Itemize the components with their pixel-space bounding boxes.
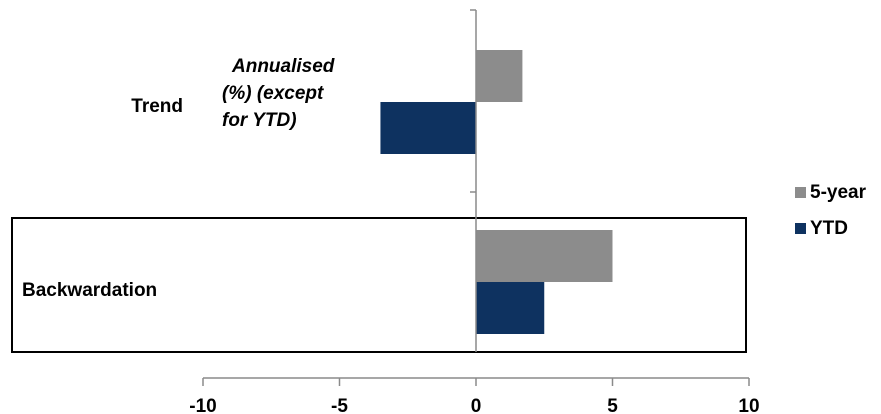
legend-swatch-5-year: [795, 187, 806, 198]
bar-backwardation-ytd: [476, 282, 545, 334]
legend-label-ytd: YTD: [810, 218, 848, 239]
axes-group: -10 -5 0 5 10: [189, 9, 760, 414]
bars-group: [380, 50, 613, 334]
x-tick-label-4: 10: [738, 396, 759, 414]
annotation-line-2: (%) (except: [222, 83, 324, 104]
x-tick-label-0: -10: [189, 396, 216, 414]
category-label-backwardation: Backwardation: [22, 280, 157, 301]
legend-swatch-ytd: [795, 223, 806, 234]
legend-label-5-year: 5-year: [810, 182, 867, 203]
x-tick-label-2: 0: [471, 396, 482, 414]
bar-trend-ytd: [380, 102, 476, 154]
x-tick-label-1: -5: [331, 396, 348, 414]
annotation-line-1: Annualised: [231, 56, 335, 77]
x-tick-label-3: 5: [607, 396, 618, 414]
bar-backwardation-5-year: [476, 230, 613, 282]
bar-trend-5-year: [476, 50, 523, 102]
annotation-line-3: for YTD): [222, 110, 297, 131]
category-highlight-box: [11, 217, 747, 353]
category-label-trend: Trend: [131, 96, 183, 117]
legend: 5-year YTD: [795, 182, 867, 239]
